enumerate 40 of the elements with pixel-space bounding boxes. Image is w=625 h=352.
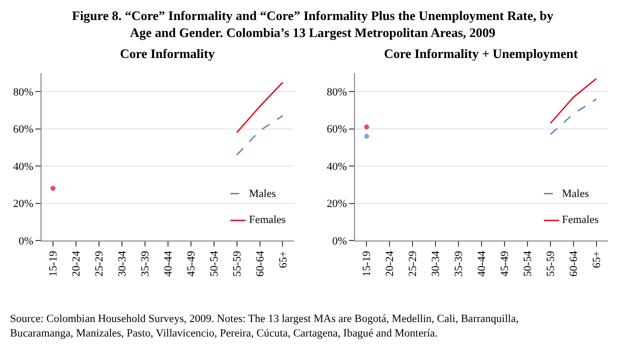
x-tick-label: 60-64 (254, 250, 266, 277)
x-tick-label: 40-44 (162, 250, 174, 277)
y-tick-label: 0% (332, 235, 347, 248)
y-tick-label: 0% (18, 235, 34, 248)
x-tick-label: 45-49 (185, 250, 198, 277)
chart-title: Core Informality + Unemployment (384, 46, 579, 61)
x-tick-label: 55-59 (231, 250, 244, 277)
x-tick-label: 20-24 (70, 250, 83, 277)
caption: Figure 8. “Core” Informality and “Core” Informality Plus the Unemployment Rate, by Age and Gender. Colombia’s 13 Largest Metropolitan Areas, 2009 (72, 8, 554, 40)
legend-label: Males (562, 188, 589, 200)
x-tick-label: 50-54 (208, 250, 220, 277)
y-tick-label: 80% (13, 86, 34, 98)
legend-label: Females (562, 214, 599, 226)
y-tick-label: 60% (326, 124, 347, 136)
legend-label: Females (249, 214, 286, 226)
y-tick-label: 40% (13, 160, 34, 173)
x-tick-label: 15-19 (361, 250, 374, 277)
y-tick-label: 60% (13, 124, 34, 136)
y-tick-label: 40% (326, 160, 347, 173)
x-tick-label: 60-64 (568, 250, 580, 277)
legend-label: Males (249, 188, 276, 200)
x-tick-label: 45-49 (499, 250, 512, 277)
x-tick-label: 25-29 (407, 250, 420, 277)
source-note: Source: Colombian Household Surveys, 2009. Notes: The 13 largest MAs are Bogotá, Medellin, Cali, Barranquilla, Bucaramanga, Manizales, Pasto, Villavicencio, Pereira, Cúcuta, Cartagena, Ibagué and Montería. (10, 313, 519, 340)
x-tick-label: 30-34 (430, 250, 442, 277)
x-tick-label: 25-29 (94, 250, 106, 277)
x-tick-label: 65+ (277, 250, 290, 268)
x-tick-label: 55-59 (545, 250, 558, 277)
y-tick-label: 20% (326, 198, 347, 210)
x-tick-label: 35-39 (139, 250, 152, 277)
x-tick-label: 20-24 (384, 250, 396, 277)
x-tick-label: 15-19 (48, 250, 60, 277)
x-tick-label: 40-44 (476, 250, 488, 277)
x-tick-label: 30-34 (116, 250, 128, 277)
y-tick-label: 80% (326, 86, 347, 98)
x-tick-label: 50-54 (522, 250, 534, 277)
x-tick-label: 35-39 (453, 250, 466, 277)
y-tick-label: 20% (13, 198, 34, 210)
x-tick-label: 65+ (590, 250, 603, 268)
chart-title: Core Informality (120, 46, 216, 61)
